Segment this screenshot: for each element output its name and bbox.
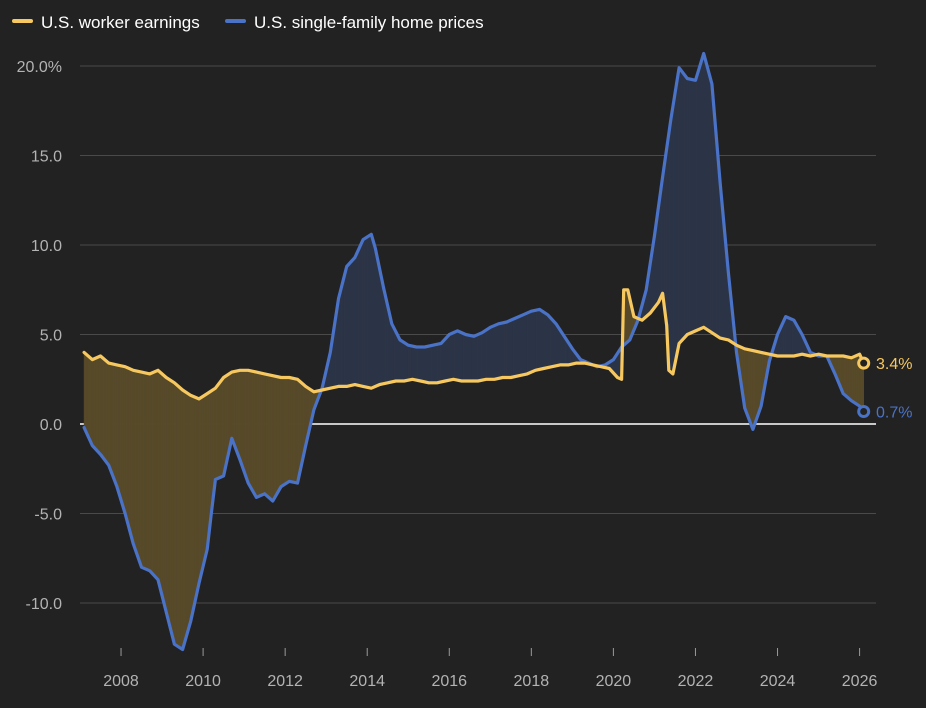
- y-tick-label: 20.0%: [17, 59, 62, 76]
- x-axis-ticks: 2008 2010 2012 2014 2016 2018 2020 2022 2024 2026: [103, 648, 877, 690]
- end-marker-worker-earnings: [857, 356, 871, 370]
- y-tick-label: 0.0: [40, 417, 62, 434]
- series-line-home-prices: [82, 51, 866, 652]
- x-tick-label: 2010: [185, 673, 221, 690]
- x-tick-label: 2008: [103, 673, 139, 690]
- x-tick-label: 2016: [431, 673, 467, 690]
- x-tick-label: 2014: [349, 673, 385, 690]
- y-axis-ticks: 20.0% 15.0 10.0 5.0 0.0 -5.0 -10.0: [17, 59, 62, 613]
- series-lines: [82, 51, 866, 652]
- y-tick-label: 10.0: [31, 238, 62, 255]
- x-tick-label: 2022: [678, 673, 714, 690]
- legend: U.S. worker earnings U.S. single-family …: [12, 13, 484, 32]
- series-line-worker-earnings: [82, 288, 866, 401]
- y-tick-label: 5.0: [40, 328, 62, 345]
- y-tick-label: -5.0: [34, 507, 62, 524]
- series-end-labels: 0.7% 3.4%: [857, 356, 912, 421]
- x-tick-label: 2026: [842, 673, 878, 690]
- gap-fill-areas: [83, 53, 864, 651]
- x-tick-label: 2020: [596, 673, 632, 690]
- x-tick-label: 2018: [514, 673, 550, 690]
- end-label-worker-earnings: 3.4%: [876, 356, 912, 373]
- legend-label-worker-earnings: U.S. worker earnings: [41, 13, 200, 32]
- legend-label-home-prices: U.S. single-family home prices: [254, 13, 484, 32]
- end-marker-home-prices: [857, 404, 871, 418]
- end-label-home-prices: 0.7%: [876, 404, 912, 421]
- x-tick-label: 2024: [760, 673, 796, 690]
- y-tick-label: -10.0: [26, 596, 63, 613]
- y-tick-label: 15.0: [31, 149, 62, 166]
- x-tick-label: 2012: [267, 673, 303, 690]
